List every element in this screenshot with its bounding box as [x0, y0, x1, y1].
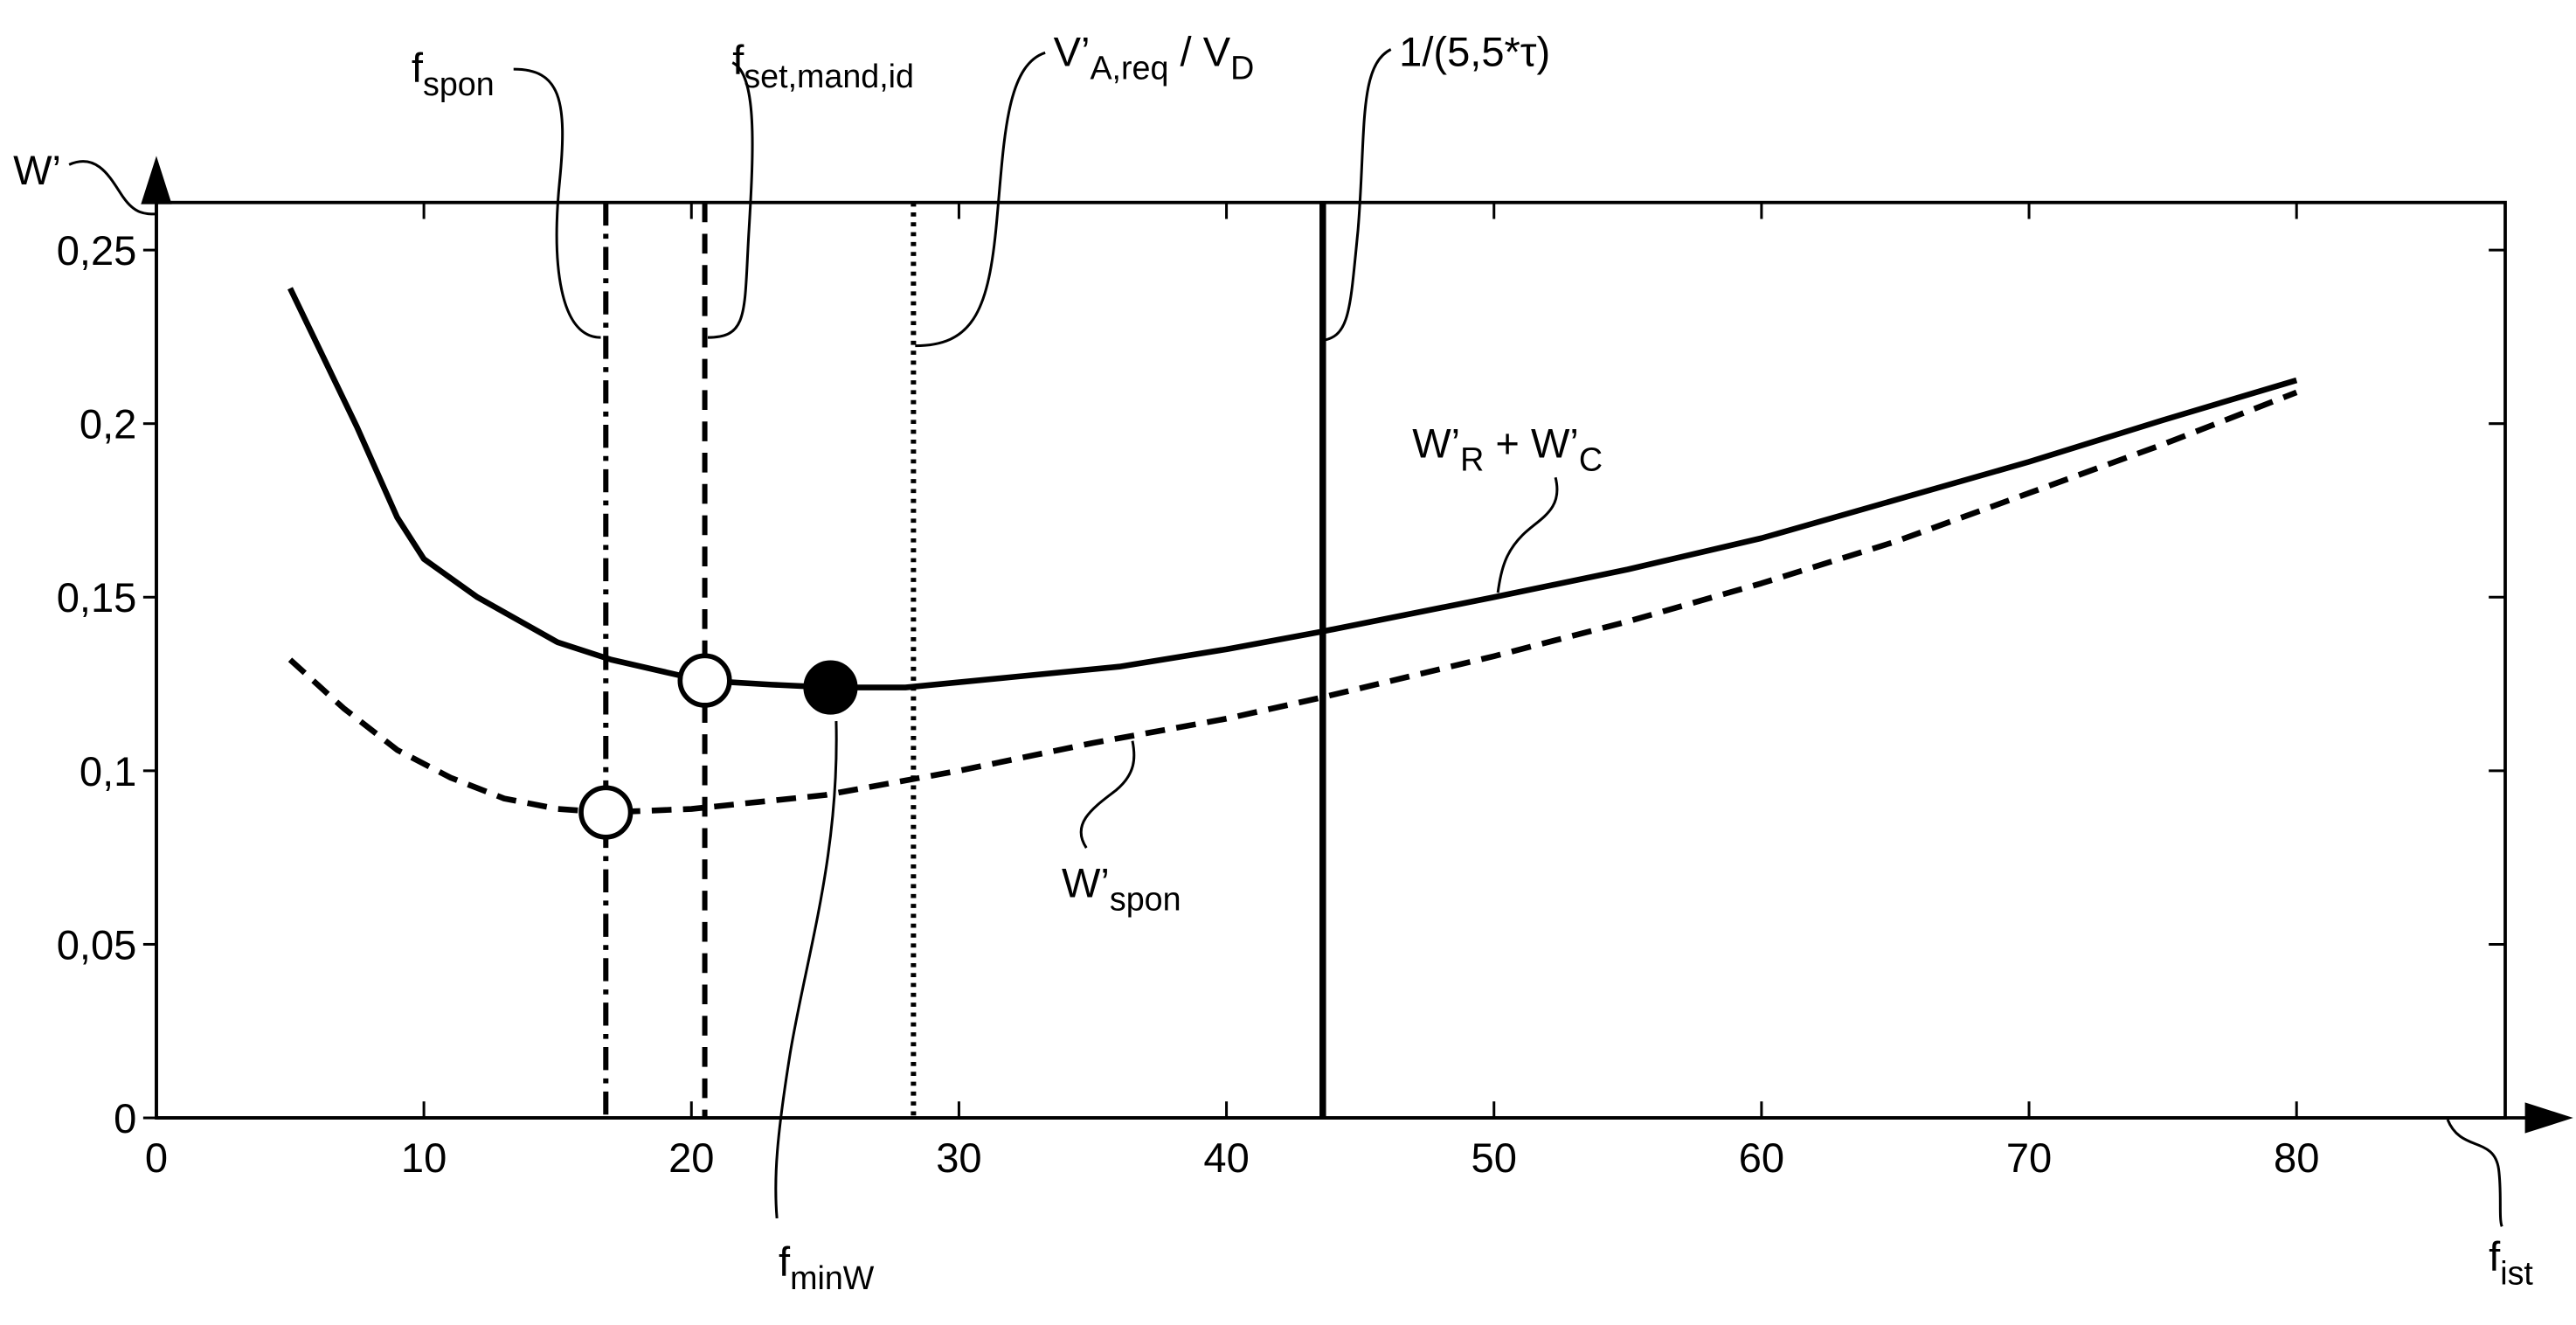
marker-label-part: f — [779, 1238, 791, 1285]
reference-label-part: f — [732, 37, 744, 83]
marker — [581, 787, 631, 837]
reference-label: fset,mand,id — [732, 37, 914, 94]
reference-label-part: / V — [1168, 28, 1230, 74]
x-tick-label: 0 — [145, 1134, 168, 1181]
reference-label-part: A,req — [1090, 49, 1168, 86]
series-label-part: C — [1579, 441, 1603, 478]
x-tick-label: 60 — [1739, 1134, 1784, 1181]
reference-label: V’A,req / VD — [1054, 28, 1255, 86]
y-tick-label: 0,2 — [80, 401, 136, 447]
series-label: W’spon — [1062, 860, 1181, 918]
leader — [1320, 50, 1391, 341]
leader — [776, 721, 836, 1218]
leader — [915, 52, 1045, 345]
x-tick-label: 80 — [2274, 1134, 2319, 1181]
x-tick-label: 20 — [668, 1134, 714, 1181]
reference-label-part: D — [1230, 49, 1254, 86]
x-tick-label: 50 — [1472, 1134, 1517, 1181]
reference-label-part: V’ — [1054, 28, 1091, 74]
x-tick-label: 40 — [1203, 1134, 1249, 1181]
x-tick-label: 10 — [401, 1134, 447, 1181]
y-tick-label: 0 — [114, 1095, 136, 1141]
x-tick-label: 30 — [936, 1134, 981, 1181]
x-axis-arrow — [156, 1105, 2568, 1131]
leader — [2448, 1120, 2502, 1226]
series-line — [290, 288, 2296, 688]
series-label-part: R — [1460, 441, 1484, 478]
y-axis-label: W’ — [13, 147, 61, 193]
x-axis-label-part: f — [2489, 1233, 2501, 1280]
leader — [1498, 477, 1557, 593]
reference-label: 1/(5,5*τ) — [1399, 28, 1550, 74]
leader — [1081, 741, 1134, 848]
reference-label-part: set,mand,id — [744, 58, 914, 94]
reference-label: fspon — [412, 45, 495, 102]
x-axis-label-part: ist — [2500, 1254, 2533, 1291]
x-axis-label: fist — [2489, 1233, 2533, 1291]
y-axis-arrow — [143, 162, 170, 1118]
y-tick-label: 0,1 — [80, 748, 136, 794]
y-tick-label: 0,05 — [57, 921, 137, 968]
series-label-part: + W’ — [1484, 420, 1579, 467]
reference-label-part: 1/(5,5*τ) — [1399, 28, 1550, 74]
x-tick-label: 70 — [2006, 1134, 2052, 1181]
plot-frame — [156, 203, 2505, 1118]
marker-label: fminW — [779, 1238, 875, 1296]
y-axis-label-part: W’ — [13, 147, 61, 193]
series-label-part: spon — [1110, 881, 1181, 918]
marker — [806, 662, 855, 712]
leader — [708, 63, 752, 338]
series-label: W’R + W’C — [1412, 420, 1603, 478]
y-tick-label: 0,15 — [57, 574, 137, 621]
y-tick-label: 0,25 — [57, 227, 137, 274]
reference-label-part: spon — [423, 66, 495, 102]
series-line — [290, 392, 2296, 813]
marker-label-part: minW — [790, 1259, 875, 1296]
series-label-part: W’ — [1062, 860, 1110, 906]
series-label-part: W’ — [1412, 420, 1460, 467]
reference-label-part: f — [412, 45, 424, 91]
marker — [680, 656, 730, 705]
leader — [69, 162, 156, 214]
